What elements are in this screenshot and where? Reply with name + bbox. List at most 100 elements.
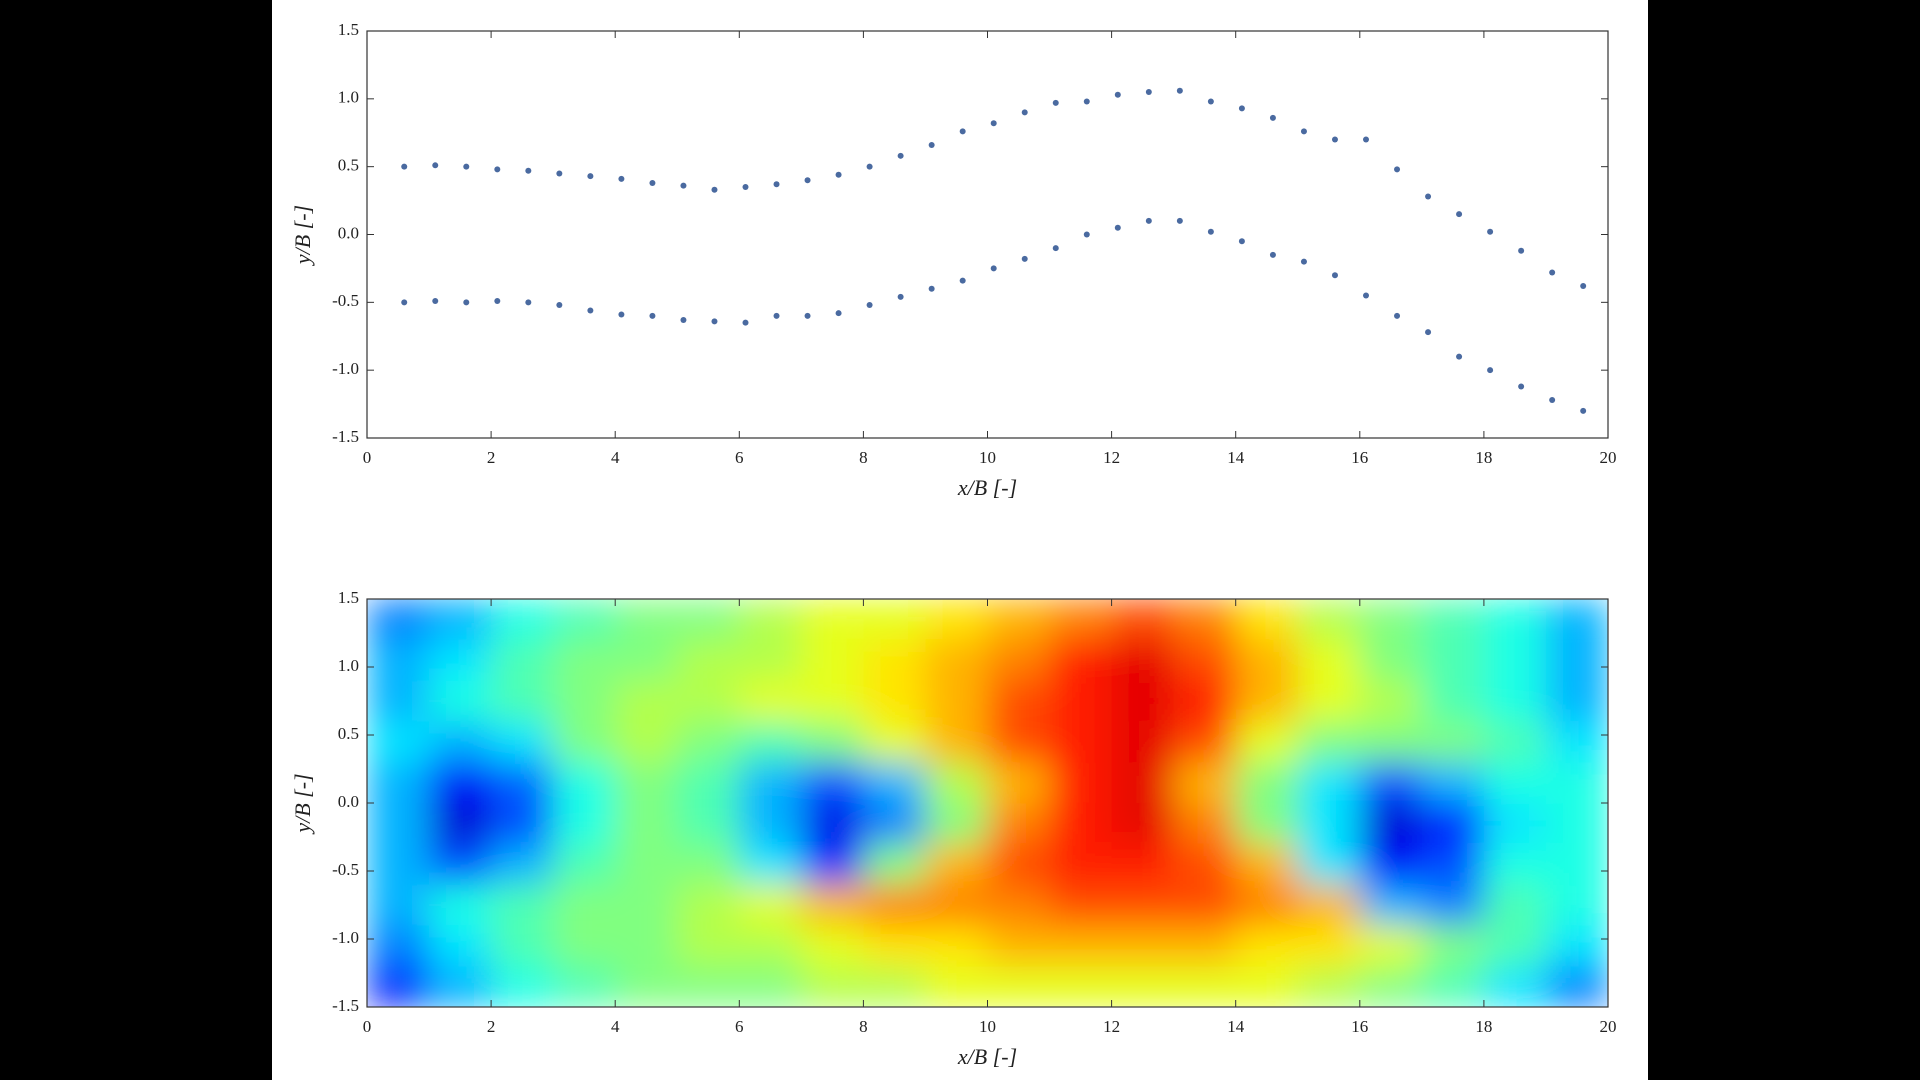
x-tick-label: 18 [1475,448,1492,467]
heat-cell [1359,803,1423,845]
heat-cell [1359,721,1423,763]
heat-cell [1173,721,1237,763]
point [1331,272,1338,279]
point [463,163,470,170]
point [618,175,625,182]
heat-cell [1235,803,1299,845]
heat-cell [553,803,616,845]
chart: 0 2 4 6 8 10 12 14 16 18 20 -1.5 -1.0 -0.5 0.0 0.5 1.0 1.… [290,588,1616,1069]
y-tick-label: -0.5 [332,291,359,310]
x-tick-label: 10 [979,1017,996,1036]
heat-cell [677,966,740,1007]
heat-cell [491,762,554,804]
heat-cell [1359,884,1423,926]
heat-cell [1049,639,1113,682]
x-axis-label: x/B [-] [957,475,1017,500]
heat-cell [367,762,430,804]
heat-cell [1297,639,1361,682]
heat-cell [925,803,988,845]
heat-cell [801,639,864,682]
heat-cell [863,680,926,722]
point [618,311,625,318]
point [1207,228,1214,235]
heat-cell [429,639,492,682]
point [742,319,749,326]
heatmap-field [367,599,1608,1007]
heat-cell [491,721,554,763]
heat-cell [925,680,988,722]
heat-cell [739,639,802,682]
heat-cell [739,803,802,845]
x-tick-label: 8 [859,1017,868,1036]
heat-cell [367,966,430,1007]
point [1331,136,1338,143]
y-tick-label: 0.5 [338,156,359,175]
heat-cell [1111,884,1175,926]
heat-cell [739,843,802,886]
heat-cell [1111,966,1175,1007]
point [773,312,780,319]
point [804,177,811,184]
heat-cell [1297,843,1361,886]
heat-cell [801,599,864,641]
heat-cell [1421,599,1485,641]
heat-cell [1049,721,1113,763]
point [928,141,935,148]
heat-cell [553,639,616,682]
heat-cell [1545,762,1608,804]
heat-cell [1483,843,1547,886]
x-tick-label: 16 [1351,1017,1368,1036]
point [804,312,811,319]
point [1549,269,1556,276]
heat-cell [739,721,802,763]
heat-cell [1545,884,1608,926]
point [897,293,904,300]
heat-cell [1235,966,1299,1007]
point [1207,98,1214,105]
point [649,312,656,319]
point [463,299,470,306]
heat-cell [677,639,740,682]
heat-cell [491,925,554,967]
heat-cell [615,925,678,967]
heat-cell [1049,884,1113,926]
point [1580,283,1587,290]
heat-cell [863,843,926,886]
point [1363,136,1370,143]
heat-cell [1483,803,1547,845]
heat-cell [677,599,740,641]
heat-cell [801,843,864,886]
heat-cell [925,966,988,1007]
x-tick-label: 12 [1103,448,1120,467]
heat-cell [1421,966,1485,1007]
heat-cell [1235,925,1299,967]
x-tick-label: 20 [1600,1017,1617,1036]
x-tick-label: 8 [859,448,868,467]
point [587,173,594,180]
heat-cell [677,680,740,722]
heat-cell [677,925,740,967]
point [587,307,594,314]
heat-cell [553,762,616,804]
heat-cell [1173,925,1237,967]
point [1487,367,1494,374]
heat-cell [739,966,802,1007]
point [1114,91,1121,98]
point [401,299,408,306]
point [773,181,780,188]
heat-cell [615,639,678,682]
y-tick-label: 0.5 [338,724,359,743]
heat-cell [1421,680,1485,722]
heat-cell [739,762,802,804]
heat-cell [615,680,678,722]
point [1456,353,1463,360]
heat-cell [1421,884,1485,926]
y-tick-label: 1.5 [338,588,359,607]
heat-cell [1173,599,1237,641]
heat-cell [553,966,616,1007]
heat-cell [615,803,678,845]
heat-cell [1235,680,1299,722]
heat-cell [429,966,492,1007]
heat-cell [801,803,864,845]
chart: 0 2 4 6 8 10 12 14 16 18 20 -1.5 -1.0 -0.5 0.0 0.5 1.0 1.… [290,20,1616,500]
